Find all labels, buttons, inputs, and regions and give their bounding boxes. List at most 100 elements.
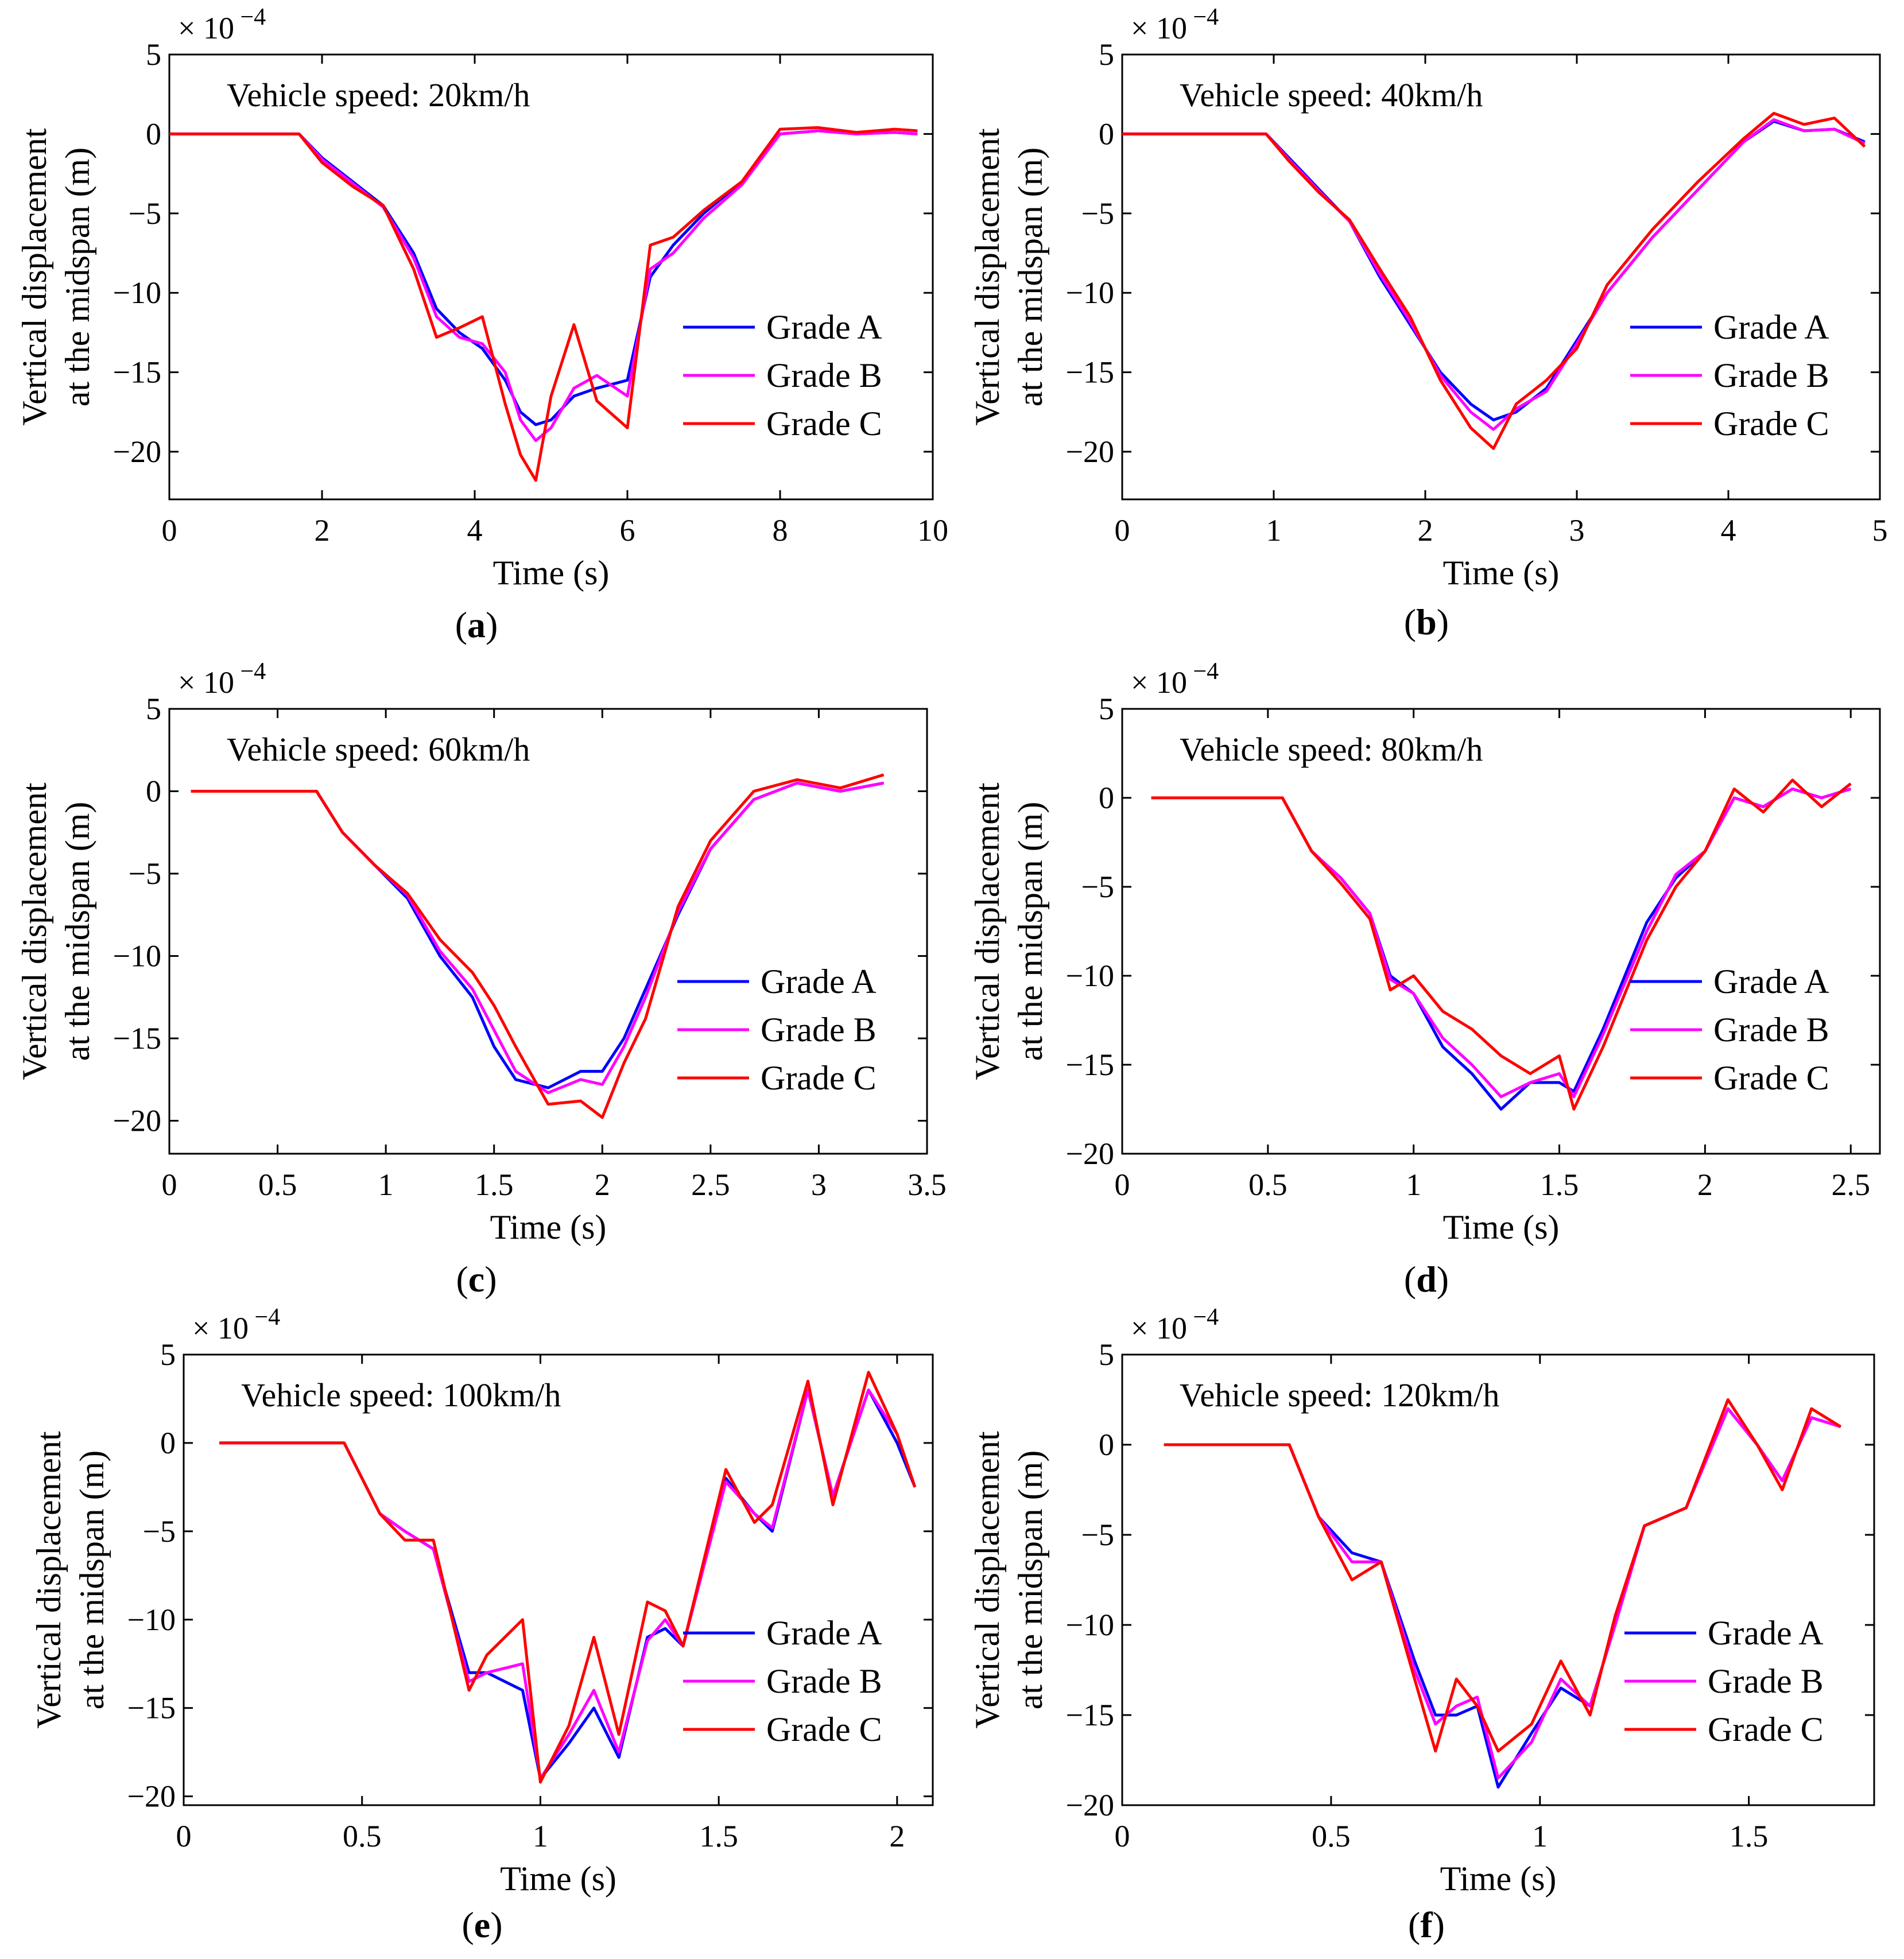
x-tick-label: 0.5	[1248, 1167, 1288, 1202]
legend-label: Grade C	[761, 1059, 877, 1097]
y-axis-label-line2: at the midspan (m)	[1011, 802, 1049, 1061]
y-tick-label: −5	[129, 856, 161, 891]
plot-frame	[168, 708, 928, 1155]
y-axis-label-line2: at the midspan (m)	[1011, 148, 1049, 407]
y-tick-label: −15	[1066, 355, 1114, 390]
series-line-grade-c	[1122, 111, 1866, 450]
x-tick-label: 2	[315, 513, 330, 548]
x-axis-label: Time (s)	[1443, 1208, 1560, 1246]
legend-label: Grade A	[761, 963, 877, 1000]
panel-caption: (f)	[1408, 1904, 1445, 1945]
y-tick-label: −10	[1066, 276, 1114, 310]
y-axis-label-line1: Vertical displacement	[30, 1431, 68, 1728]
y-tick-label: −15	[113, 355, 161, 390]
x-tick-label: 0.5	[343, 1819, 382, 1853]
x-tick-label: 0	[162, 513, 177, 548]
x-tick-label: 3.5	[908, 1167, 947, 1202]
x-tick-label: 0	[162, 1167, 177, 1202]
legend-label: Grade B	[761, 1011, 877, 1049]
panel-f: 0 0.5 1 1.5 5 0 −5 −10 −15 −20 × 10 −4 Vehicle spee…	[968, 1304, 1875, 1945]
y-tick-label: −15	[127, 1691, 176, 1725]
x-tick-label: 1	[378, 1167, 394, 1202]
y-tick-label: 0	[1099, 781, 1114, 815]
legend-label: Grade B	[1713, 356, 1829, 394]
y-tick-label: 0	[146, 774, 161, 809]
x-tick-label: 10	[917, 513, 948, 548]
plot-frame	[1121, 1353, 1875, 1806]
legend-label: Grade A	[1713, 308, 1829, 346]
legend-label: Grade C	[1713, 1059, 1829, 1097]
legend-label: Grade C	[1708, 1710, 1824, 1748]
y-axis-label-line2: at the midspan (m)	[59, 148, 96, 407]
speed-annotation: Vehicle speed: 20km/h	[227, 76, 530, 114]
y-tick-label: −5	[1081, 1518, 1114, 1552]
y-axis-label-line1: Vertical displacement	[15, 128, 53, 425]
legend-label: Grade B	[766, 356, 882, 394]
panel-caption: (e)	[462, 1904, 502, 1945]
y-tick-label: 5	[160, 1337, 176, 1372]
x-tick-label: 0	[1115, 513, 1130, 548]
y-tick-label: −5	[143, 1514, 176, 1549]
x-tick-label: 1.5	[699, 1819, 738, 1853]
exponent-label: × 10 −4	[1131, 4, 1219, 45]
exponent-label: × 10 −4	[178, 4, 266, 45]
y-axis-label-line1: Vertical displacement	[968, 128, 1006, 425]
y-axis-label-line1: Vertical displacement	[15, 782, 53, 1080]
x-axis-label: Time (s)	[1443, 554, 1560, 592]
series-line-grade-c	[219, 1371, 917, 1784]
legend-label: Grade C	[766, 1710, 882, 1748]
x-tick-label: 2	[1697, 1167, 1713, 1202]
panel-c: 0 0.5 1 1.5 2 2.5 3 3.5 5 0 −5 −10 −15 −20 × 10 −4 Vehi…	[15, 658, 947, 1299]
x-tick-label: 0.5	[258, 1167, 297, 1202]
y-axis-label-line2: at the midspan (m)	[73, 1450, 111, 1710]
legend-label: Grade B	[1713, 1011, 1829, 1049]
panel-d: 0 0.5 1 1.5 2 2.5 5 0 −5 −10 −15 −20 × 10 −4 Vehicle …	[968, 658, 1881, 1299]
speed-annotation: Vehicle speed: 40km/h	[1180, 76, 1483, 114]
exponent-label: × 10 −4	[192, 1304, 280, 1345]
y-tick-label: −5	[1081, 196, 1114, 231]
x-axis-label: Time (s)	[490, 1208, 607, 1246]
x-tick-label: 2	[889, 1819, 905, 1853]
speed-annotation: Vehicle speed: 100km/h	[241, 1376, 561, 1414]
y-tick-label: −20	[1066, 1788, 1114, 1822]
y-tick-label: −10	[127, 1603, 176, 1637]
exponent-label: × 10 −4	[1131, 658, 1219, 700]
legend-label: Grade C	[1713, 405, 1829, 443]
panel-e: 0 0.5 1 1.5 2 5 0 −5 −10 −15 −20 × 10 −4 Vehicle spe…	[30, 1304, 934, 1945]
y-tick-label: −20	[1066, 1136, 1114, 1171]
x-tick-label: 4	[1721, 513, 1736, 548]
x-tick-label: 2	[595, 1167, 610, 1202]
exponent-label: × 10 −4	[178, 658, 266, 700]
legend-label: Grade B	[1708, 1662, 1824, 1700]
y-tick-label: 5	[1099, 692, 1114, 726]
y-tick-label: −10	[1066, 1608, 1114, 1642]
x-tick-label: 1.5	[1540, 1167, 1579, 1202]
series-line-grade-b	[1151, 788, 1851, 1099]
speed-annotation: Vehicle speed: 120km/h	[1180, 1376, 1499, 1414]
x-tick-label: 1	[1532, 1819, 1548, 1853]
x-tick-label: 1	[533, 1819, 548, 1853]
y-tick-label: 5	[146, 692, 161, 726]
panel-a: 0 2 4 6 8 10 5 0 −5 −10 −15 −20 × 10 −4 Vehicle speed…	[15, 4, 948, 645]
speed-annotation: Vehicle speed: 80km/h	[1180, 731, 1483, 768]
plot-frame	[183, 1353, 934, 1806]
y-axis-label-line1: Vertical displacement	[968, 1431, 1006, 1728]
plot-frame	[1121, 708, 1881, 1155]
y-tick-label: −5	[129, 196, 161, 231]
y-tick-label: 0	[1099, 1427, 1114, 1462]
x-axis-label: Time (s)	[493, 554, 610, 592]
y-tick-label: 5	[146, 37, 161, 72]
y-tick-label: −10	[113, 276, 161, 310]
panel-b: 0 1 2 3 4 5 5 0 −5 −10 −15 −20 × 10 −4 Vehicle speed:…	[968, 4, 1888, 642]
x-tick-label: 0.5	[1312, 1819, 1351, 1853]
series-line-grade-c	[1164, 1398, 1842, 1753]
x-tick-label: 1	[1406, 1167, 1421, 1202]
y-axis-label-line2: at the midspan (m)	[59, 802, 96, 1061]
x-tick-label: 4	[467, 513, 483, 548]
legend-label: Grade A	[1708, 1614, 1824, 1652]
x-tick-label: 0	[1115, 1167, 1130, 1202]
x-tick-label: 5	[1872, 513, 1888, 548]
series-line-grade-c	[191, 773, 885, 1119]
x-tick-label: 3	[811, 1167, 827, 1202]
x-tick-label: 2.5	[1831, 1167, 1870, 1202]
